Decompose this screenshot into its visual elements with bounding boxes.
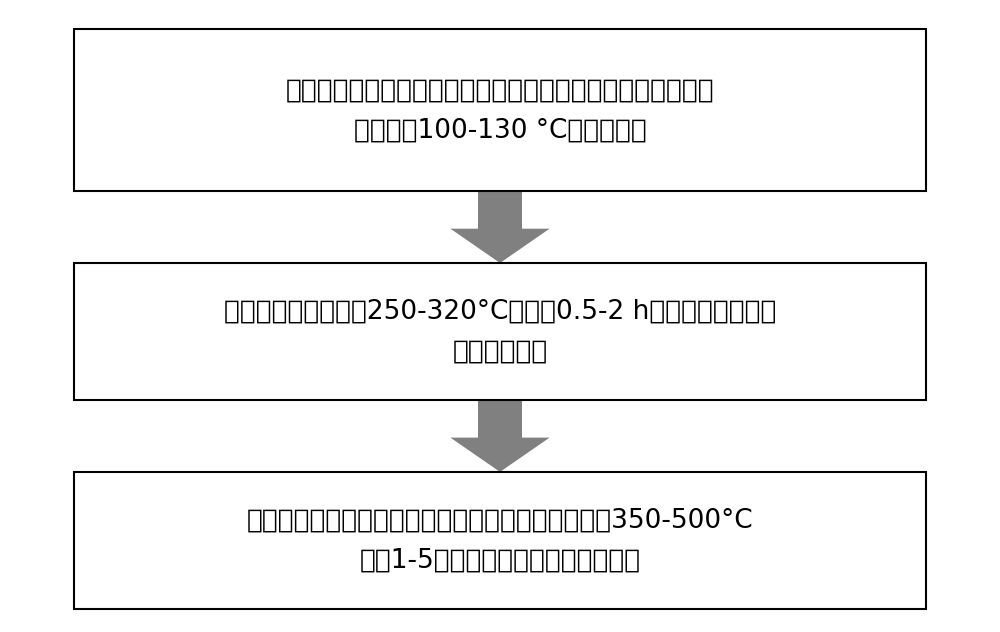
FancyBboxPatch shape bbox=[74, 472, 926, 609]
FancyBboxPatch shape bbox=[478, 400, 522, 437]
FancyBboxPatch shape bbox=[74, 263, 926, 400]
Polygon shape bbox=[450, 437, 550, 472]
FancyBboxPatch shape bbox=[478, 191, 522, 229]
FancyBboxPatch shape bbox=[74, 29, 926, 191]
Text: 将铂盐、过渡金属盐以及低熔点金属盐按一定比例加入到有机
胺中，在100-130 °C溶解分散；: 将铂盐、过渡金属盐以及低熔点金属盐按一定比例加入到有机 胺中，在100-130 … bbox=[286, 77, 714, 143]
Text: 上述溶液缓慢加热到250-320°C，反应0.5-2 h。离心、洗涤后得
到三元纳米晶: 上述溶液缓慢加热到250-320°C，反应0.5-2 h。离心、洗涤后得 到三元… bbox=[224, 298, 776, 365]
Text: 将得到的三元纳米晶载碳，随后在还原性气氛下，在350-500°C
退火1-5小时，得到有序三元纳米粒子: 将得到的三元纳米晶载碳，随后在还原性气氛下，在350-500°C 退火1-5小时… bbox=[247, 507, 753, 573]
Polygon shape bbox=[450, 229, 550, 263]
